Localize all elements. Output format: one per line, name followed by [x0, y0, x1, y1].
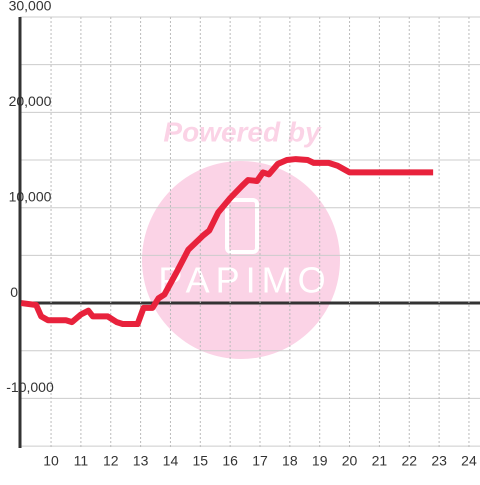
x-tick-label: 24	[461, 453, 477, 469]
x-tick-label: 12	[103, 453, 119, 469]
x-tick-label: 17	[252, 453, 268, 469]
x-tick-label: 19	[312, 453, 328, 469]
y-tick-label: 30,000	[9, 0, 52, 14]
y-tick-label: 0	[10, 284, 18, 300]
x-tick-label: 23	[431, 453, 447, 469]
y-tick-label: 20,000	[9, 93, 52, 109]
watermark-icon	[225, 198, 259, 254]
y-tick-label: -10,000	[6, 379, 54, 395]
x-tick-label: 14	[163, 453, 179, 469]
x-tick-label: 11	[74, 453, 89, 469]
x-tick-label: 13	[133, 453, 149, 469]
x-tick-label: 15	[193, 453, 209, 469]
watermark: Powered by	[163, 116, 322, 147]
x-tick-label: 21	[372, 453, 388, 469]
x-tick-label: 18	[282, 453, 298, 469]
x-tick-label: 16	[222, 453, 238, 469]
watermark-logo: PAPIMO	[158, 260, 331, 301]
y-tick-label: 10,000	[9, 188, 52, 204]
x-tick-label: 22	[401, 453, 417, 469]
x-tick-label: 20	[342, 453, 358, 469]
line	[20, 156, 434, 328]
watermark-circle	[142, 161, 340, 359]
x-tick-label: 10	[43, 453, 59, 469]
